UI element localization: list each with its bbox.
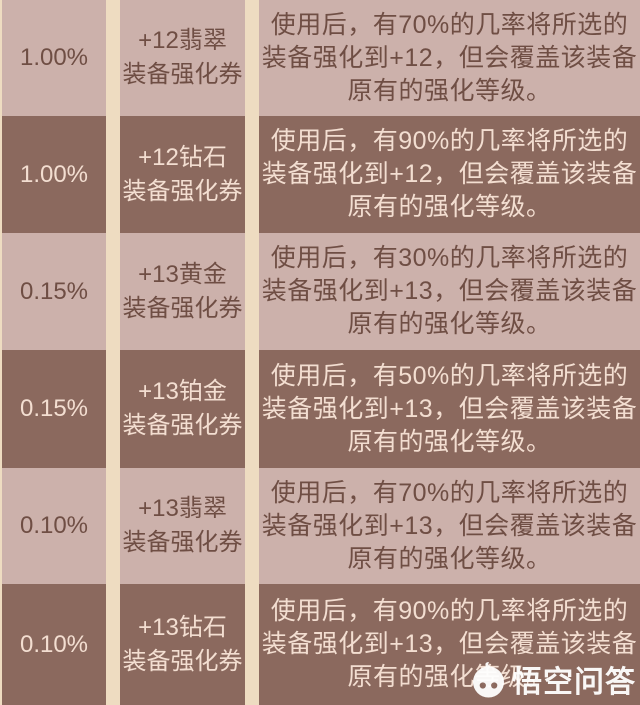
description-cell: 使用后，有70%的几率将所选的 装备强化到+12，但会覆盖该装备 原有的强化等级… [259,0,640,116]
table-row: 0.15% +13黄金 装备强化券 使用后，有30%的几率将所选的 装备强化到+… [2,233,640,350]
table-row: 1.00% +12钻石 装备强化券 使用后，有90%的几率将所选的 装备强化到+… [2,116,640,233]
item-cell: +12翡翠 装备强化券 [120,0,245,116]
rate-cell: 0.10% [2,584,106,705]
rate-cell: 0.15% [2,350,106,468]
table-row: 1.00% +12翡翠 装备强化券 使用后，有70%的几率将所选的 装备强化到+… [2,0,640,116]
table-row: 0.15% +13铂金 装备强化券 使用后，有50%的几率将所选的 装备强化到+… [2,350,640,468]
table-row: 0.10% +13钻石 装备强化券 使用后，有90%的几率将所选的 装备强化到+… [2,584,640,705]
description-cell: 使用后，有70%的几率将所选的 装备强化到+13，但会覆盖该装备 原有的强化等级… [259,468,640,584]
description-cell: 使用后，有30%的几率将所选的 装备强化到+13，但会覆盖该装备 原有的强化等级… [259,233,640,350]
item-cell: +13翡翠 装备强化券 [120,468,245,584]
item-cell: +13黄金 装备强化券 [120,233,245,350]
rate-cell: 1.00% [2,116,106,233]
item-cell: +13铂金 装备强化券 [120,350,245,468]
item-cell: +12钻石 装备强化券 [120,116,245,233]
description-cell: 使用后，有90%的几率将所选的 装备强化到+13，但会覆盖该装备 原有的强化等级… [259,584,640,705]
rate-cell: 0.15% [2,233,106,350]
rate-cell: 1.00% [2,0,106,116]
rate-cell: 0.10% [2,468,106,584]
table-row: 0.10% +13翡翠 装备强化券 使用后，有70%的几率将所选的 装备强化到+… [2,468,640,584]
item-cell: +13钻石 装备强化券 [120,584,245,705]
description-cell: 使用后，有90%的几率将所选的 装备强化到+12，但会覆盖该装备 原有的强化等级… [259,116,640,233]
description-cell: 使用后，有50%的几率将所选的 装备强化到+13，但会覆盖该装备 原有的强化等级… [259,350,640,468]
